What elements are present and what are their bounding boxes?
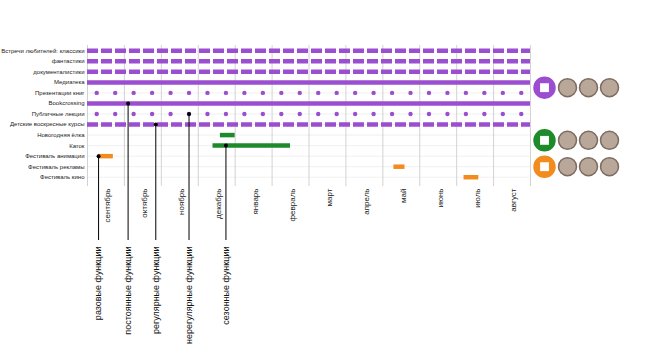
svg-text:ноябрь: ноябрь bbox=[177, 189, 186, 215]
svg-text:сентябрь: сентябрь bbox=[103, 189, 112, 223]
svg-text:фантастики: фантастики bbox=[52, 58, 85, 64]
svg-text:разовые функции: разовые функции bbox=[93, 247, 103, 321]
svg-text:июль: июль bbox=[473, 189, 482, 208]
svg-text:июнь: июнь bbox=[436, 189, 445, 208]
svg-text:август: август bbox=[509, 188, 518, 212]
svg-text:постоянные функции: постоянные функции bbox=[123, 247, 133, 335]
svg-text:Презентации книг: Презентации книг bbox=[35, 90, 85, 96]
svg-text:Детские воскресные курсы: Детские воскресные курсы bbox=[10, 121, 85, 127]
svg-text:октябрь: октябрь bbox=[140, 189, 149, 218]
svg-text:март: март bbox=[325, 188, 334, 206]
svg-text:Публичные лекции: Публичные лекции bbox=[32, 111, 85, 117]
svg-text:Фестиваль рекламы: Фестиваль рекламы bbox=[28, 164, 84, 170]
svg-text:февраль: февраль bbox=[288, 189, 297, 222]
svg-text:нерегулярные функции: нерегулярные функции bbox=[184, 247, 194, 345]
svg-text:Встречи любителей: классики: Встречи любителей: классики bbox=[1, 48, 84, 54]
svg-text:Медиатека: Медиатека bbox=[54, 79, 85, 85]
svg-text:сезонные функции: сезонные функции bbox=[221, 247, 231, 325]
svg-text:Новогодняя ёлка: Новогодняя ёлка bbox=[37, 132, 85, 138]
svg-text:декабрь: декабрь bbox=[214, 189, 223, 219]
svg-text:Фестиваль анимации: Фестиваль анимации bbox=[25, 153, 84, 159]
svg-text:апрель: апрель bbox=[362, 189, 371, 215]
svg-text:Bookcrossing: Bookcrossing bbox=[48, 100, 84, 106]
svg-text:документалистики: документалистики bbox=[33, 69, 84, 75]
svg-text:май: май bbox=[399, 189, 408, 203]
svg-text:январь: январь bbox=[251, 189, 260, 215]
svg-text:Фестиваль кино: Фестиваль кино bbox=[40, 174, 85, 180]
svg-text:регулярные функции: регулярные функции bbox=[151, 247, 161, 335]
svg-text:Каток: Каток bbox=[69, 143, 85, 149]
